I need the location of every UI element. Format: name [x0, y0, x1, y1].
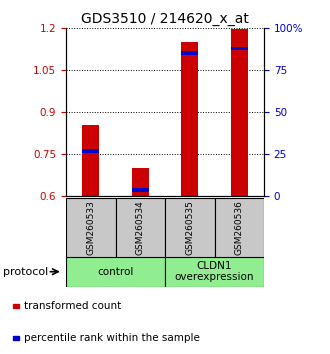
Bar: [132, 188, 149, 192]
Bar: [214, 198, 264, 257]
Text: GSM260534: GSM260534: [136, 200, 145, 255]
Bar: [165, 198, 214, 257]
Bar: [231, 47, 248, 50]
Text: GSM260533: GSM260533: [86, 200, 95, 255]
Text: percentile rank within the sample: percentile rank within the sample: [24, 333, 200, 343]
Text: transformed count: transformed count: [24, 301, 121, 311]
Bar: [115, 198, 165, 257]
Bar: [181, 51, 198, 55]
Bar: [13, 336, 19, 340]
Bar: [13, 304, 19, 308]
Bar: [82, 125, 99, 196]
Bar: [82, 149, 99, 153]
Bar: [181, 42, 198, 196]
Bar: [231, 29, 248, 196]
Title: GDS3510 / 214620_x_at: GDS3510 / 214620_x_at: [81, 12, 249, 26]
Bar: [66, 257, 165, 287]
Bar: [132, 169, 149, 196]
Text: GSM260536: GSM260536: [235, 200, 244, 255]
Text: GSM260535: GSM260535: [185, 200, 194, 255]
Text: protocol: protocol: [3, 267, 49, 277]
Bar: [66, 198, 115, 257]
Text: control: control: [97, 267, 134, 277]
Text: CLDN1
overexpression: CLDN1 overexpression: [175, 261, 254, 282]
Bar: [165, 257, 264, 287]
